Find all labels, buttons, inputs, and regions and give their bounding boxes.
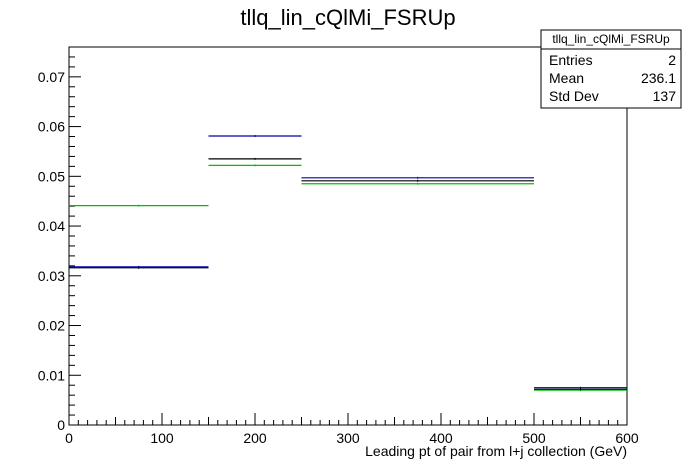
y-tick-label: 0.04: [38, 218, 65, 234]
series-layer: [69, 135, 627, 392]
stats-box-frame: [540, 29, 682, 109]
y-tick-label: 0.01: [38, 367, 65, 383]
x-tick-label: 400: [429, 430, 453, 446]
x-tick-label: 500: [522, 430, 546, 446]
y-tick-label: 0.06: [38, 119, 65, 135]
series-2: [69, 157, 627, 391]
x-tick-label: 100: [150, 430, 174, 446]
x-tick-label: 0: [65, 430, 73, 446]
y-tick-label: 0.05: [38, 168, 65, 184]
stats-stddev-label: Std Dev: [549, 88, 599, 104]
series-1: [69, 135, 627, 389]
y-tick-label: 0: [57, 417, 65, 433]
stats-stddev-value: 137: [653, 88, 677, 104]
x-axis-label: Leading pt of pair from l+j collection (…: [365, 443, 627, 459]
y-axis: 0 0.01 0.02 0.03 0.04 0.05 0.06 0.07: [38, 46, 81, 433]
y-tick-label: 0.07: [38, 69, 65, 85]
x-tick-label: 300: [336, 430, 360, 446]
stats-box-title: tllq_lin_cQlMi_FSRUp: [552, 32, 670, 46]
series-0: [69, 164, 627, 392]
y-tick-label: 0.02: [38, 318, 65, 334]
stats-mean-label: Mean: [549, 70, 584, 86]
stats-entries-label: Entries: [549, 52, 593, 68]
x-tick-label: 600: [615, 430, 639, 446]
stats-mean-value: 236.1: [641, 70, 676, 86]
x-axis: 0 100 200 300 400 500 600: [65, 413, 639, 446]
stats-entries-value: 2: [668, 52, 676, 68]
chart-title: tllq_lin_cQlMi_FSRUp: [240, 5, 455, 30]
stats-box: tllq_lin_cQlMi_FSRUp Entries 2 Mean 236.…: [540, 29, 682, 109]
x-tick-label: 200: [243, 430, 267, 446]
y-tick-label: 0.03: [38, 268, 65, 284]
